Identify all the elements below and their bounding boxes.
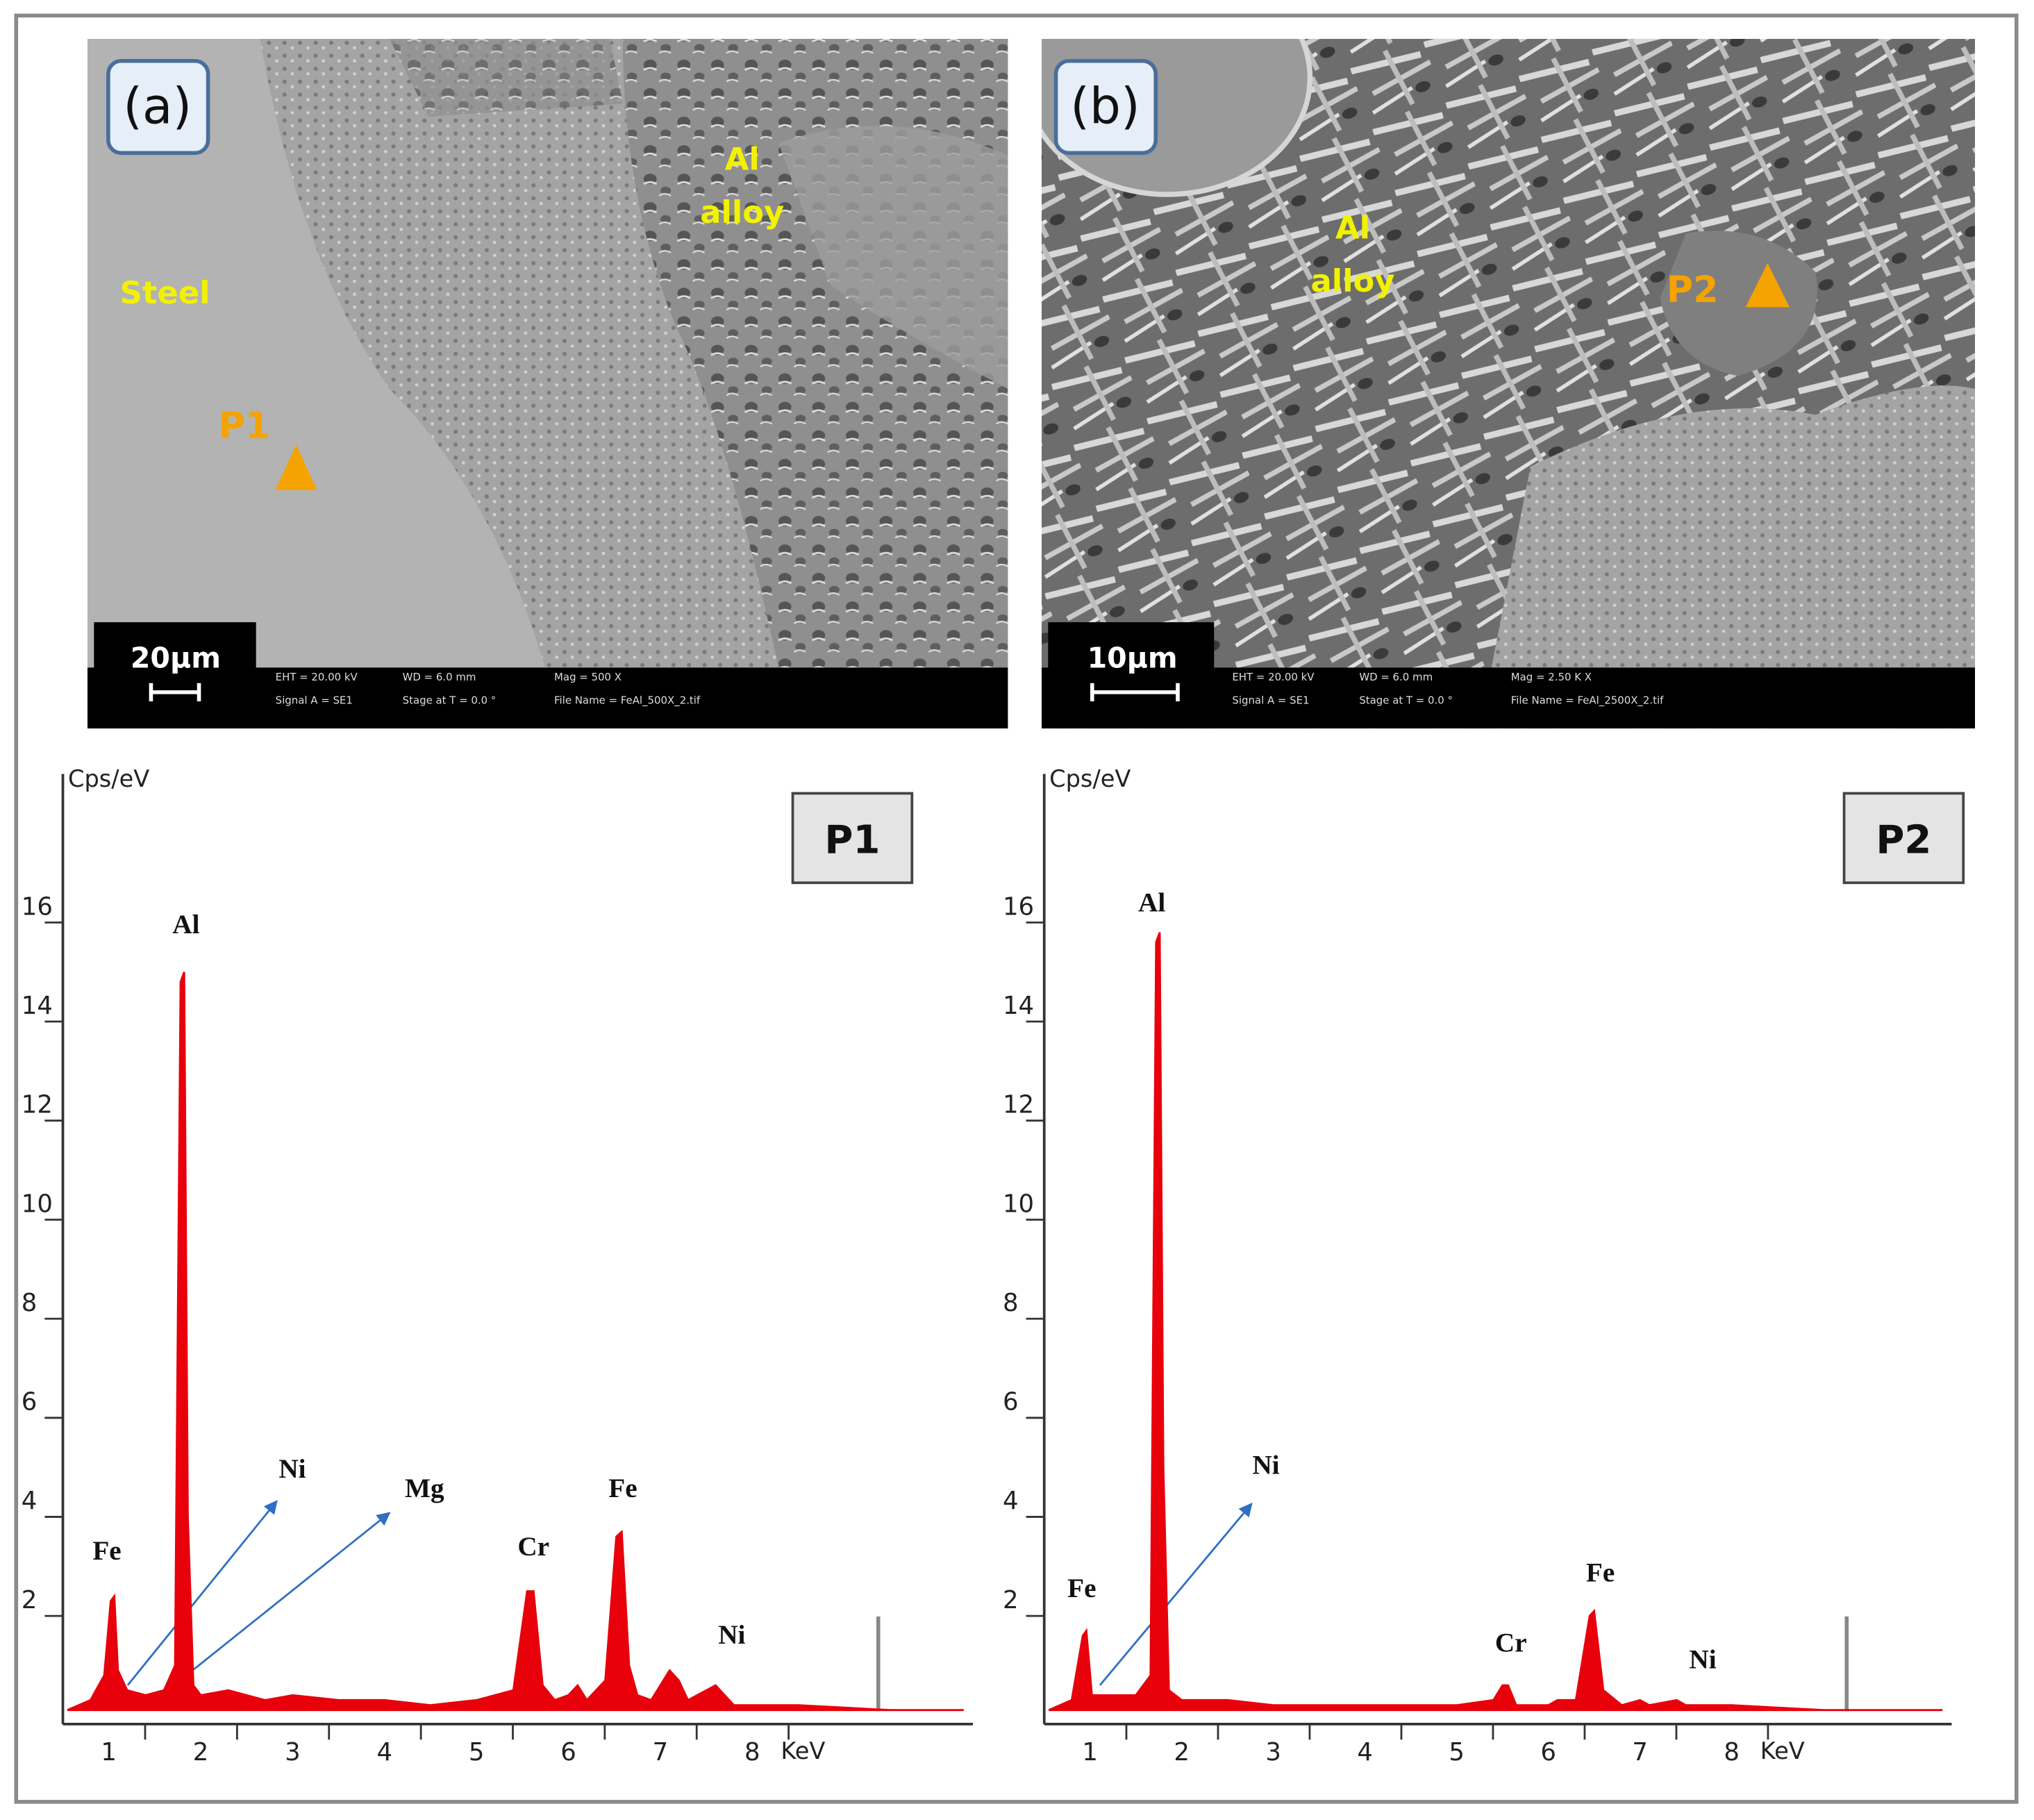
peak-label: Cr (517, 1532, 549, 1562)
peak-label: Fe (1586, 1558, 1615, 1588)
spectrum (1048, 932, 1943, 1712)
point-label: P1 (219, 405, 271, 447)
x-tick-label: 6 (1540, 1738, 1556, 1767)
chart-title: P2 (1876, 817, 1931, 862)
region-label: Al (1335, 209, 1370, 246)
scale-bar (1090, 683, 1180, 701)
x-tick-label: 3 (285, 1738, 301, 1767)
y-tick-label: 16 (1003, 892, 1034, 921)
sem-info: EHT = 20.00 kV (276, 671, 358, 683)
x-tick-label: 5 (1449, 1738, 1465, 1767)
sem-info: WD = 6.0 mm (1359, 671, 1433, 683)
y-tick-label: 6 (22, 1388, 37, 1417)
sem-info: EHT = 20.00 kV (1232, 671, 1315, 683)
y-tick-label: 10 (22, 1189, 53, 1218)
x-tick-label: 1 (1082, 1738, 1098, 1767)
title-box (1842, 792, 1965, 885)
scale-bar-label: 10µm (1087, 641, 1178, 674)
spectrum (67, 971, 964, 1712)
y-tick-label: 14 (1003, 992, 1034, 1020)
x-tick-label: 4 (1357, 1738, 1373, 1767)
panel-label-box (1053, 58, 1158, 156)
x-tick-label: 7 (1632, 1738, 1648, 1767)
scale-bar (149, 683, 201, 701)
peak-label: Fe (92, 1536, 121, 1566)
x-tick-label: 8 (744, 1738, 760, 1767)
y-tick-label: 14 (22, 992, 53, 1020)
y-tick-label: 4 (22, 1487, 37, 1515)
chart-title: P1 (824, 817, 880, 862)
panel-label: (b) (1070, 77, 1140, 135)
sem-info: File Name = FeAl_500X_2.tif (554, 694, 701, 707)
x-tick-label: 8 (1724, 1738, 1740, 1767)
sem-info: Mag = 2.50 K X (1511, 671, 1592, 683)
scale-bar-label: 20µm (131, 641, 221, 674)
x-tick-label: 3 (1265, 1738, 1281, 1767)
y-tick-label: 2 (1003, 1586, 1019, 1614)
x-tick-label: 4 (377, 1738, 393, 1767)
x-tick-label: 6 (560, 1738, 576, 1767)
sem-info: Stage at T = 0.0 ° (1359, 694, 1453, 707)
peak-label: Al (1138, 887, 1165, 917)
y-tick-label: 8 (1003, 1289, 1019, 1317)
sem-info: Mag = 500 X (554, 671, 622, 683)
region-label: Al (725, 141, 760, 178)
title-box (791, 792, 914, 885)
y-axis-label: Cps/eV (68, 765, 149, 792)
arrow (168, 1512, 391, 1690)
y-tick-label: 16 (22, 892, 53, 921)
sem-info: Signal A = SE1 (1232, 694, 1309, 707)
sem-info: File Name = FeAl_2500X_2.tif (1511, 694, 1664, 707)
point-marker (1745, 262, 1790, 308)
y-tick-label: 8 (22, 1289, 37, 1317)
peak-label: Fe (1067, 1573, 1096, 1603)
x-axis-label: KeV (781, 1737, 825, 1764)
peak-label: Ni (278, 1454, 306, 1484)
peak-label: Ni (718, 1620, 745, 1650)
arrow (1099, 1502, 1253, 1686)
panel-label-box (106, 58, 210, 156)
point-label: P2 (1667, 269, 1719, 311)
figure-border (14, 13, 2019, 1804)
sem-info: Stage at T = 0.0 ° (403, 694, 497, 707)
point-marker (275, 444, 317, 490)
arrow (126, 1500, 278, 1686)
panel-label: (a) (123, 77, 192, 135)
y-tick-label: 12 (1003, 1091, 1034, 1119)
peak-label: Ni (1252, 1451, 1279, 1480)
y-tick-label: 4 (1003, 1487, 1019, 1515)
y-axis-label: Cps/eV (1049, 765, 1131, 792)
x-tick-label: 2 (193, 1738, 209, 1767)
peak-label: Mg (405, 1473, 444, 1503)
sem-info: Signal A = SE1 (276, 694, 353, 707)
x-tick-label: 1 (101, 1738, 117, 1767)
x-tick-label: 7 (653, 1738, 669, 1767)
x-tick-label: 2 (1174, 1738, 1190, 1767)
sem-image-a (87, 39, 1008, 729)
y-tick-label: 6 (1003, 1388, 1019, 1417)
region-label: Steel (120, 274, 210, 311)
y-tick-label: 12 (22, 1091, 53, 1119)
sem-info: WD = 6.0 mm (403, 671, 476, 683)
peak-label: Cr (1495, 1628, 1527, 1658)
region-label: alloy (700, 194, 784, 231)
peak-label: Ni (1689, 1645, 1716, 1675)
y-tick-label: 2 (22, 1586, 37, 1614)
peak-label: Fe (608, 1473, 637, 1503)
x-axis-label: KeV (1760, 1737, 1805, 1764)
region-label: alloy (1311, 262, 1395, 299)
y-tick-label: 10 (1003, 1189, 1034, 1218)
x-tick-label: 5 (469, 1738, 485, 1767)
peak-label: Al (172, 910, 199, 940)
sem-image-b (1041, 39, 1976, 729)
